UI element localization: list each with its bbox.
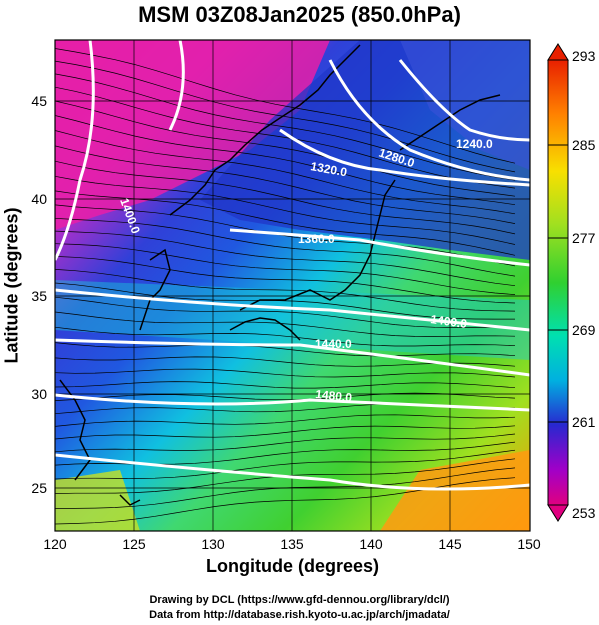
plot-frame [54,39,531,532]
x-axis-ticks: 120 125 130 135 140 145 150 [43,536,541,552]
streamline [55,160,516,235]
contour-line [229,228,530,267]
x-tick-label: 125 [122,536,146,552]
contour-label: 1440.0 [315,337,352,351]
contour-line [55,453,530,491]
colorbar-label: 293 [572,48,596,64]
colorbar-gradient [547,59,569,506]
streamline [55,60,516,173]
contour-label: 1400.0 [430,312,469,331]
streamline [55,342,516,357]
streamline [55,269,516,312]
credit-line-1: Drawing by DCL (https://www.gfd-dennou.o… [149,594,450,606]
streamline [55,414,516,427]
y-tick-label: 40 [31,191,47,207]
y-axis-label: Latitude (degrees) [1,207,22,364]
wind-streamlines [55,48,516,525]
streamline [55,477,516,525]
streamline [55,100,516,197]
streamline [55,115,516,206]
map-title: MSM 03Z08Jan2025 (850.0hPa) [138,2,461,27]
streamline [55,433,516,453]
streamline [55,296,516,328]
colorbar-top-arrow [547,43,569,61]
streamline [55,48,516,164]
streamline [55,425,516,440]
y-tick-label: 35 [31,288,47,304]
y-tick-label: 30 [31,386,47,402]
streamline [55,73,516,181]
y-tick-label: 25 [31,480,47,496]
streamline [55,175,516,245]
contour-line [55,288,530,332]
streamline [55,368,516,378]
streamline [55,204,516,267]
contour-line [55,40,95,261]
contour-line [279,128,530,187]
streamline [55,449,516,480]
colorbar-label: 285 [572,137,596,153]
gridlines [55,40,530,531]
credit-line-2: Data from http://database.rish.kyoto-u.a… [149,609,450,621]
contour-line [55,338,530,377]
contour-line [328,59,530,182]
streamline [55,311,516,337]
streamline [55,381,516,389]
colorbar-bottom-arrow [547,504,569,522]
x-tick-label: 150 [517,536,541,552]
contour-label: 1240.0 [456,137,493,151]
contour-line [55,393,530,412]
x-tick-label: 145 [438,536,462,552]
temperature-field: 1240.0 1280.0 1320.0 1360.0 1400.0 1440.… [55,40,530,531]
x-tick-label: 130 [201,536,225,552]
colorbar: 293 285 277 269 261 253 [547,43,596,522]
contour-line [168,40,185,131]
streamline [55,217,516,277]
contour-label: 1360.0 [298,232,335,246]
streamline [55,230,516,287]
streamline [55,326,516,347]
x-tick-label: 140 [359,536,383,552]
x-axis-label: Longitude (degrees) [205,556,379,576]
colorbar-label: 253 [572,505,596,521]
streamline [55,243,516,295]
height-contours [55,40,530,491]
x-tick-label: 135 [280,536,304,552]
colorbar-label: 269 [572,322,596,338]
y-axis-ticks: 25 30 35 40 45 [31,93,47,496]
x-tick-label: 120 [43,536,67,552]
colorbar-label: 261 [572,414,596,430]
streamline [55,145,516,224]
colorbar-label: 277 [572,230,596,246]
contour-line [398,59,530,142]
streamline [55,282,515,320]
y-tick-label: 45 [31,93,47,109]
streamline [55,130,516,215]
streamline [55,86,516,189]
contour-label: 1480.0 [315,387,353,405]
contour-label: 1320.0 [309,159,348,179]
